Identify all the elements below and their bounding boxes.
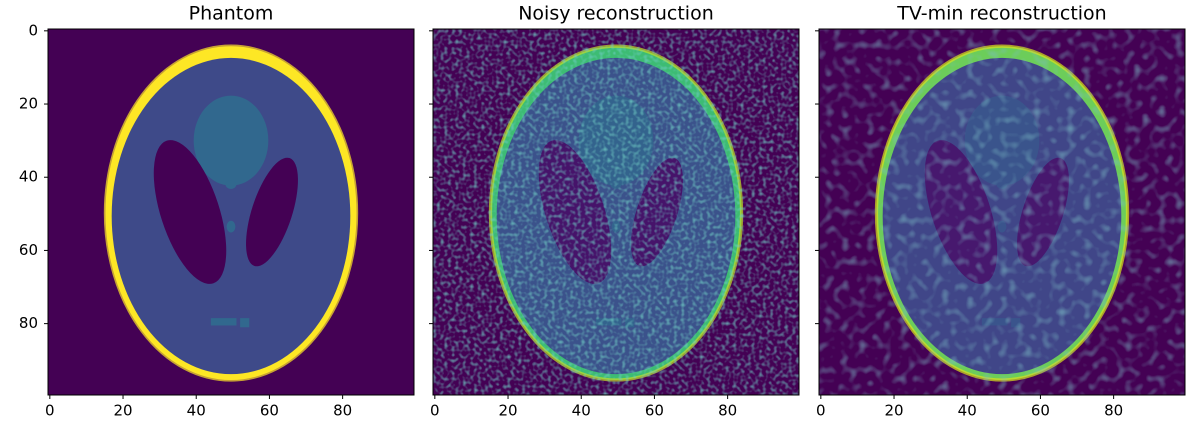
y-tick-label: 20 — [19, 95, 38, 113]
dot — [225, 180, 237, 189]
axes-frame — [818, 28, 1186, 396]
x-tick-label: 60 — [1031, 402, 1050, 420]
x-tick-label: 40 — [958, 402, 977, 420]
x-tick-label: 20 — [498, 402, 517, 420]
dot — [226, 220, 236, 233]
y-tick-label: 0 — [28, 21, 38, 39]
axes-frame — [47, 28, 415, 396]
dot — [210, 318, 237, 326]
right-lesion — [246, 157, 298, 267]
x-tick-label: 40 — [187, 402, 206, 420]
image — [48, 29, 414, 395]
left-lesion — [153, 140, 227, 284]
axes-frame — [432, 28, 800, 396]
x-tick-label: 40 — [572, 402, 591, 420]
brain — [111, 57, 351, 375]
image — [433, 29, 799, 395]
x-tick-label: 20 — [884, 402, 903, 420]
x-tick-label: 60 — [260, 402, 279, 420]
panel-title: Phantom — [189, 3, 274, 25]
y-tick-label: 80 — [19, 314, 38, 332]
dot — [240, 318, 250, 328]
panel-title: Noisy reconstruction — [518, 3, 714, 25]
panel-title: TV-min reconstruction — [896, 3, 1106, 25]
y-tick-label: 60 — [19, 241, 38, 259]
phantom — [103, 44, 359, 382]
x-tick-label: 80 — [333, 402, 352, 420]
x-tick-label: 20 — [113, 402, 132, 420]
top-blob — [193, 95, 269, 186]
outer-ring-top — [103, 44, 359, 382]
x-tick-label: 80 — [718, 402, 737, 420]
y-tick-label: 40 — [19, 168, 38, 186]
x-tick-label: 0 — [816, 402, 826, 420]
x-tick-label: 0 — [430, 402, 440, 420]
noise — [819, 29, 1185, 395]
image — [819, 29, 1185, 395]
x-tick-label: 80 — [1104, 402, 1123, 420]
x-tick-label: 0 — [45, 402, 55, 420]
noise — [433, 29, 799, 395]
x-tick-label: 60 — [645, 402, 664, 420]
